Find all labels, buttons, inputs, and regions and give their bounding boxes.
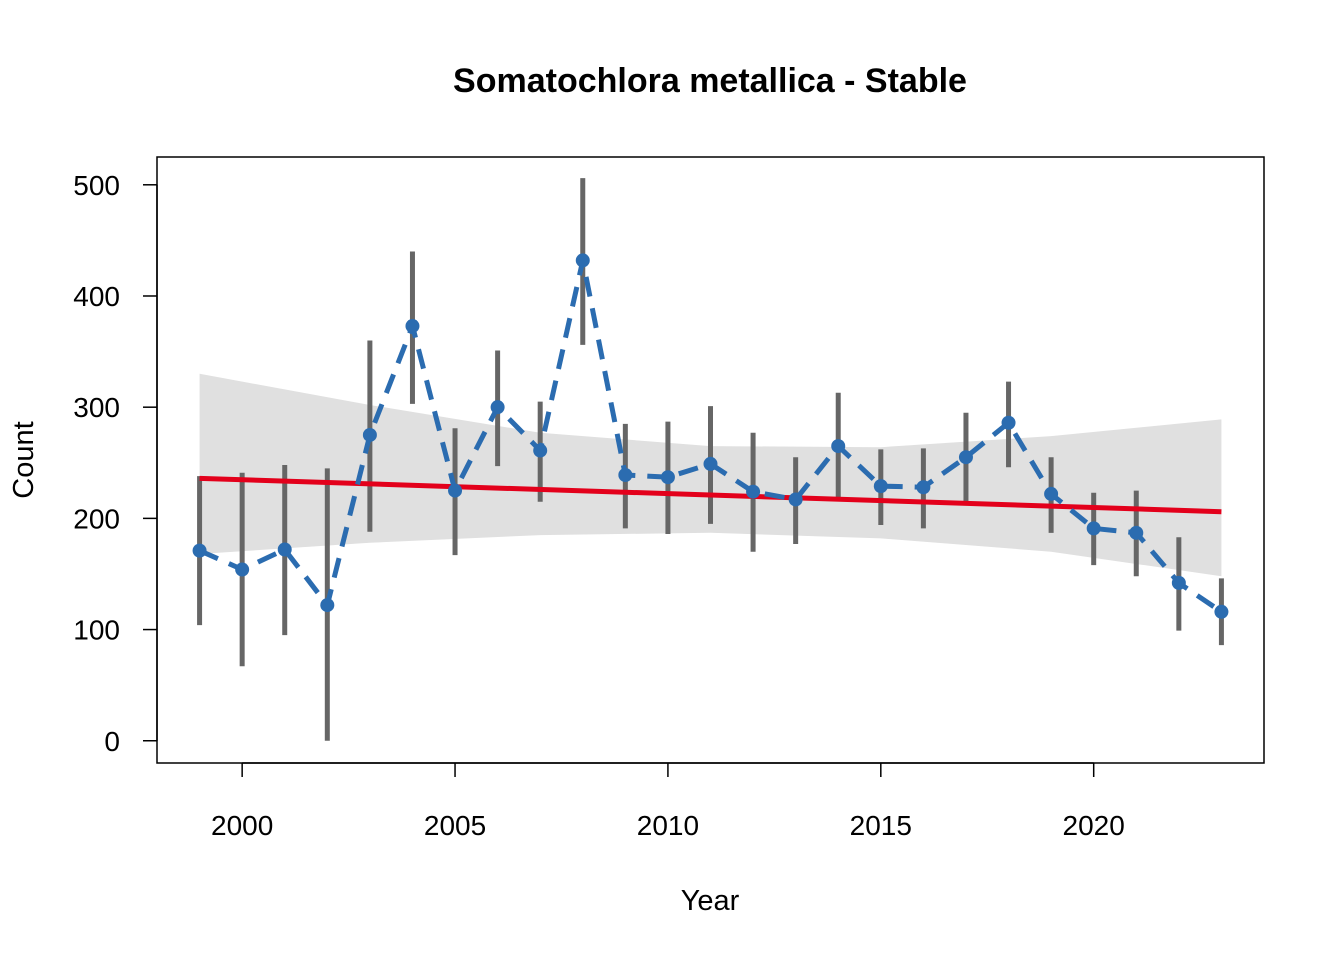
data-point (320, 598, 335, 613)
x-tick-label: 2000 (211, 810, 273, 841)
data-point (746, 484, 761, 499)
data-point (1171, 575, 1186, 590)
y-tick-label: 500 (73, 170, 120, 201)
y-tick-label: 300 (73, 392, 120, 423)
data-point (873, 479, 888, 494)
data-point (916, 480, 931, 495)
data-point (1086, 521, 1101, 536)
y-axis: 0 100 200 300 400 500 (73, 170, 158, 757)
data-point (490, 400, 505, 415)
data-point (1001, 415, 1016, 430)
data-point (575, 253, 590, 268)
data-point (277, 542, 292, 557)
data-point (703, 456, 718, 471)
chart-title: Somatochlora metallica - Stable (453, 62, 967, 100)
data-point (235, 562, 250, 577)
plot-area (192, 178, 1229, 741)
data-point (958, 450, 973, 465)
data-point (405, 319, 420, 334)
data-point (618, 468, 633, 483)
y-tick-label: 100 (73, 615, 120, 646)
y-tick-label: 400 (73, 281, 120, 312)
data-point (660, 470, 675, 485)
data-point (448, 483, 463, 498)
data-point (788, 492, 803, 507)
y-tick-label: 0 (104, 726, 120, 757)
data-point (831, 439, 846, 454)
x-tick-label: 2015 (850, 810, 912, 841)
x-axis-label: Year (681, 885, 740, 917)
x-tick-label: 2005 (424, 810, 486, 841)
trend-line (199, 475, 1222, 515)
x-tick-label: 2020 (1063, 810, 1125, 841)
data-point (362, 427, 377, 442)
x-axis: 2000 2005 2010 2015 2020 (211, 762, 1125, 841)
y-axis-label: Count (8, 421, 40, 498)
data-point (1129, 525, 1144, 540)
data-point (1044, 486, 1059, 501)
data-point (1214, 604, 1229, 619)
y-tick-label: 200 (73, 503, 120, 534)
data-point (192, 543, 207, 558)
x-tick-label: 2010 (637, 810, 699, 841)
data-point (533, 443, 548, 458)
